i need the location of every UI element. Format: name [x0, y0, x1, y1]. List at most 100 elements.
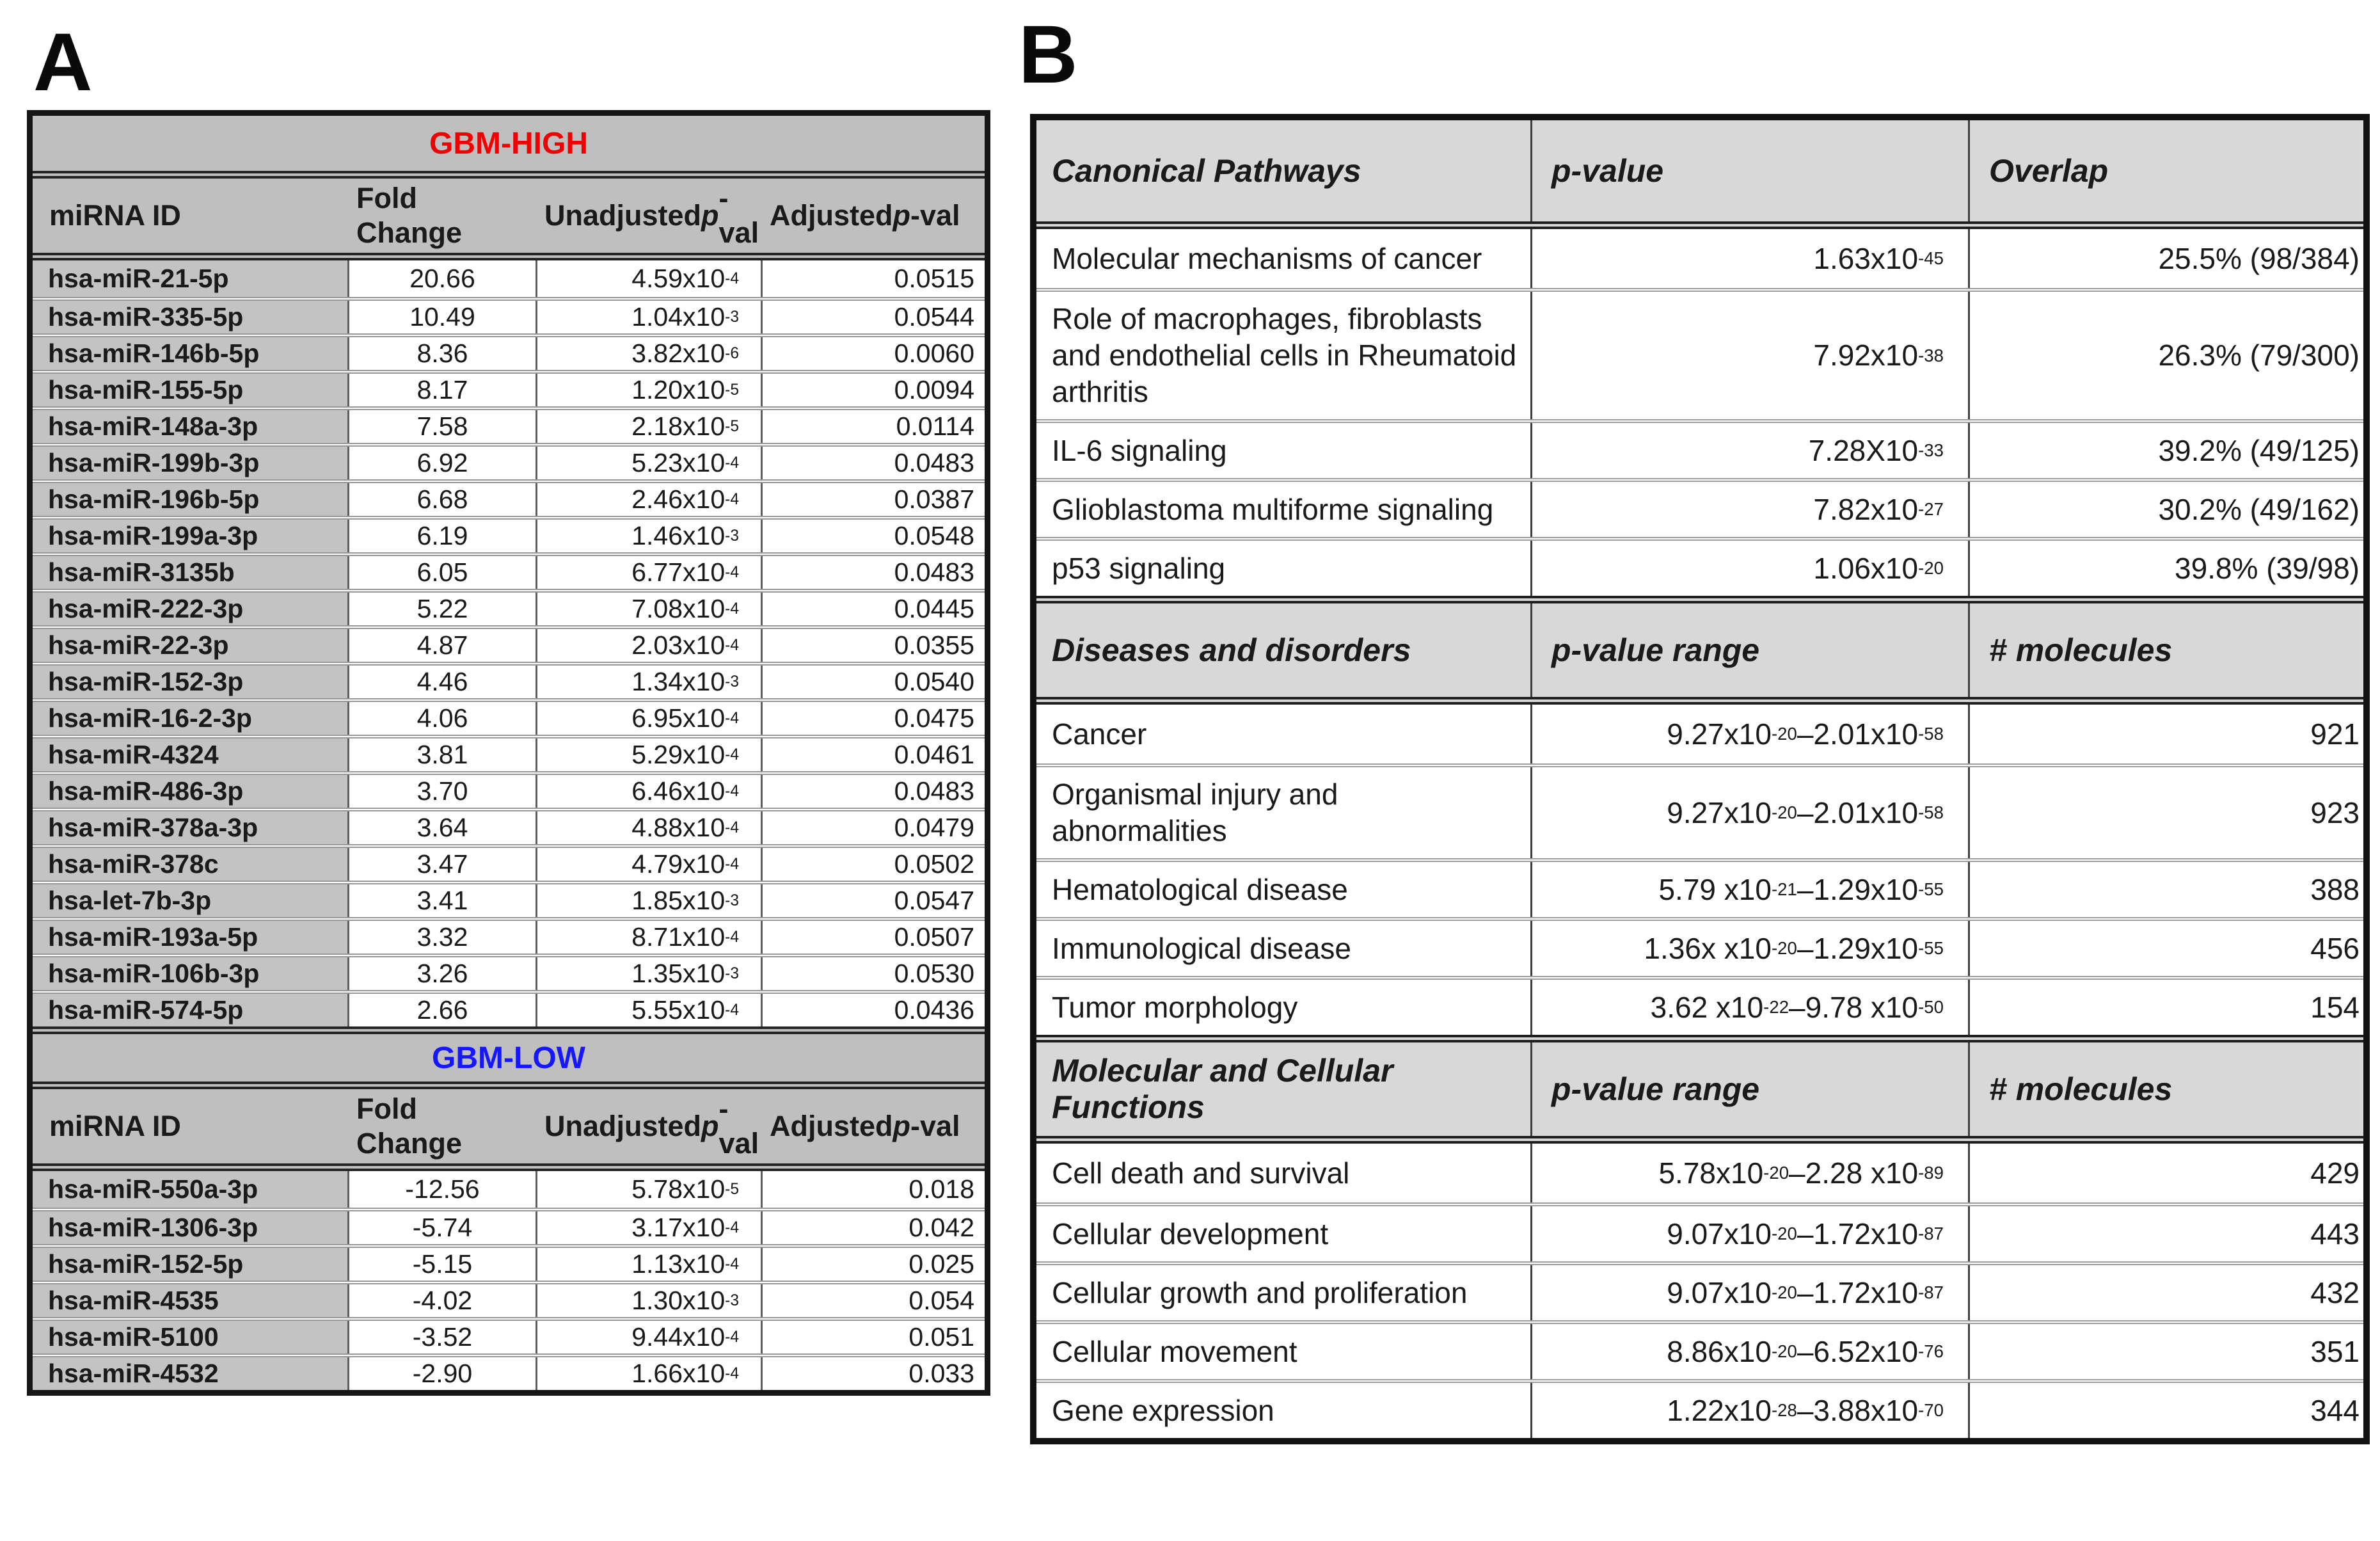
value-cell: 4.79x10 -4: [536, 848, 761, 881]
table-row: Immunological disease 1.36x x10 -20 –1.29x1…: [1036, 917, 2363, 976]
table-row: Role of macrophages, fibroblasts and end…: [1036, 288, 2363, 419]
column-header: p -value range: [1530, 1042, 1968, 1136]
value-cell: 6.77x10 -4: [536, 556, 761, 589]
column-header: miRNA ID: [49, 199, 181, 232]
mirna-id-cell: hsa-miR-4324: [33, 739, 347, 771]
value-cell: 1.35x10 -3: [536, 957, 761, 990]
category-cell: Cell death and survival: [1052, 1156, 1350, 1190]
value-cell: 0.0060: [761, 337, 996, 370]
value-cell: 344: [1968, 1383, 2376, 1438]
section-title: GBM-HIGH: [33, 116, 985, 171]
table-row: Cell death and survival 5.78x10 -20 –2.28 x…: [1036, 1144, 2363, 1202]
value-cell: 0.0114: [761, 410, 996, 443]
value-cell: 6.19: [347, 520, 536, 552]
value-cell: 921: [1968, 705, 2376, 763]
table-row: Gene expression 1.22x10 -28 –3.88x10 -70 344: [1036, 1379, 2363, 1438]
value-cell: 0.0540: [761, 666, 996, 698]
value-cell: 4.59x10 -4: [536, 260, 761, 297]
table-row: hsa-miR-5100 -3.52 9.44x10 -4 0.051: [33, 1317, 985, 1353]
table-row: hsa-miR-378a-3p 3.64 4.88x10 -4 0.0479: [33, 808, 985, 844]
value-cell: 3.62 x10 -22 –9.78 x10 -50: [1530, 980, 1968, 1035]
category-cell: Immunological disease: [1052, 931, 1351, 965]
table-row: hsa-miR-550a-3p -12.56 5.78x10 -5 0.018: [33, 1171, 985, 1208]
table-row: hsa-miR-193a-5p 3.32 8.71x10 -4 0.0507: [33, 917, 985, 954]
mirna-id-cell: hsa-miR-574-5p: [33, 994, 347, 1026]
value-cell: 0.0544: [761, 301, 996, 333]
value-cell: 443: [1968, 1206, 2376, 1261]
mirna-id-cell: hsa-miR-16-2-3p: [33, 702, 347, 735]
value-cell: 8.36: [347, 337, 536, 370]
value-cell: 1.06x10 -20: [1530, 541, 1968, 596]
table-row: Organismal injury and abnormalities 9.27x…: [1036, 763, 2363, 858]
table-row: hsa-miR-152-5p -5.15 1.13x10 -4 0.025: [33, 1244, 985, 1281]
value-cell: 20.66: [347, 260, 536, 297]
value-cell: 0.025: [761, 1248, 996, 1281]
value-cell: 8.17: [347, 374, 536, 406]
table-row: p53 signaling 1.06x10 -20 39.8% (39/98): [1036, 537, 2363, 596]
mirna-id-cell: hsa-miR-4535: [33, 1284, 347, 1317]
value-cell: 3.70: [347, 775, 536, 808]
value-cell: 6.68: [347, 483, 536, 516]
value-cell: 1.36x x10 -20 –1.29x10 -55: [1530, 921, 1968, 976]
mirna-id-cell: hsa-let-7b-3p: [33, 884, 347, 917]
value-cell: 7.08x10 -4: [536, 593, 761, 625]
mirna-id-cell: hsa-miR-5100: [33, 1321, 347, 1353]
value-cell: -2.90: [347, 1357, 536, 1390]
value-cell: 1.85x10 -3: [536, 884, 761, 917]
table-row: Tumor morphology 3.62 x10 -22 –9.78 x10 -50 1…: [1036, 976, 2363, 1035]
value-cell: 0.033: [761, 1357, 996, 1390]
mirna-id-cell: hsa-miR-378c: [33, 848, 347, 881]
value-cell: 0.0461: [761, 739, 996, 771]
section-header-row: Canonical Pathways p -value Overlap: [1036, 120, 2363, 229]
value-cell: 3.32: [347, 921, 536, 954]
value-cell: 1.66x10 -4: [536, 1357, 761, 1390]
value-cell: 5.79 x10 -21 –1.29x10 -55: [1530, 862, 1968, 917]
value-cell: 5.78x10 -20 –2.28 x10 -89: [1530, 1144, 1968, 1202]
value-cell: 5.55x10 -4: [536, 994, 761, 1026]
value-cell: 1.04x10 -3: [536, 301, 761, 333]
value-cell: 0.0479: [761, 811, 996, 844]
value-cell: 4.87: [347, 629, 536, 662]
column-header: Unadjusted p -val: [544, 182, 759, 249]
value-cell: 1.34x10 -3: [536, 666, 761, 698]
value-cell: 0.054: [761, 1284, 996, 1317]
table-row: hsa-miR-199a-3p 6.19 1.46x10 -3 0.0548: [33, 516, 985, 552]
category-cell: Cellular development: [1052, 1217, 1329, 1250]
value-cell: 432: [1968, 1265, 2376, 1320]
value-cell: 0.0483: [761, 447, 996, 479]
mirna-id-cell: hsa-miR-550a-3p: [33, 1171, 347, 1208]
value-cell: 9.27x10 -20 –2.01x10 -58: [1530, 767, 1968, 858]
value-cell: 0.0548: [761, 520, 996, 552]
mirna-id-cell: hsa-miR-193a-5p: [33, 921, 347, 954]
table-row: Cellular movement 8.86x10 -20 –6.52x10 -76 35…: [1036, 1320, 2363, 1379]
table-row: hsa-let-7b-3p 3.41 1.85x10 -3 0.0547: [33, 881, 985, 917]
column-header: Unadjusted p -val: [544, 1092, 759, 1160]
section-header-row: Molecular and Cellular Functions p -value …: [1036, 1035, 2363, 1144]
mirna-id-cell: hsa-miR-152-3p: [33, 666, 347, 698]
value-cell: 388: [1968, 862, 2376, 917]
value-cell: 6.95x10 -4: [536, 702, 761, 735]
value-cell: 10.49: [347, 301, 536, 333]
value-cell: 0.0515: [761, 260, 996, 297]
value-cell: 0.018: [761, 1171, 996, 1208]
section-header-row: Diseases and disorders p -value range # mol…: [1036, 596, 2363, 705]
column-header-row: miRNA ID Fold Change Unadjusted p -val Adjus…: [33, 1082, 985, 1171]
value-cell: -4.02: [347, 1284, 536, 1317]
category-cell: Role of macrophages, fibroblasts and end…: [1052, 302, 1517, 408]
category-cell: Tumor morphology: [1052, 990, 1298, 1024]
value-cell: 0.0475: [761, 702, 996, 735]
value-cell: 3.82x10 -6: [536, 337, 761, 370]
table-row: hsa-miR-486-3p 3.70 6.46x10 -4 0.0483: [33, 771, 985, 808]
value-cell: 3.64: [347, 811, 536, 844]
table-row: hsa-miR-146b-5p 8.36 3.82x10 -6 0.0060: [33, 333, 985, 370]
value-cell: 6.92: [347, 447, 536, 479]
value-cell: 0.0502: [761, 848, 996, 881]
category-cell: p53 signaling: [1052, 551, 1226, 585]
value-cell: 5.78x10 -5: [536, 1171, 761, 1208]
category-cell: Cellular movement: [1052, 1334, 1297, 1368]
mirna-id-cell: hsa-miR-1306-3p: [33, 1211, 347, 1244]
category-cell: Glioblastoma multiforme signaling: [1052, 492, 1494, 526]
column-header: p -value range: [1530, 603, 1968, 697]
table-row: hsa-miR-4532 -2.90 1.66x10 -4 0.033: [33, 1353, 985, 1390]
value-cell: 7.82x10 -27: [1530, 482, 1968, 537]
